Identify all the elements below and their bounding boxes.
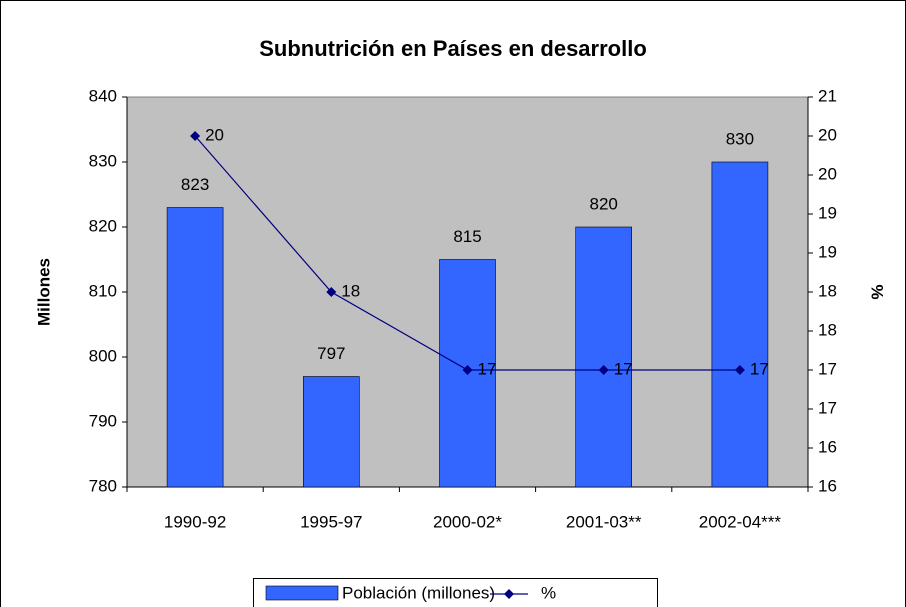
x-tick-label: 2001-03** bbox=[566, 512, 642, 531]
y2-tick-label: 20 bbox=[818, 125, 837, 144]
point bbox=[598, 365, 609, 375]
chart-title: Subnutrición en Países en desarrollo bbox=[259, 36, 647, 61]
y2-tick-label: 19 bbox=[818, 242, 837, 261]
y2-tick-label: 21 bbox=[818, 86, 837, 105]
data-label: 17 bbox=[478, 359, 497, 378]
x-tick-label: 1995-97 bbox=[300, 512, 362, 531]
y-tick-label: 840 bbox=[89, 86, 117, 105]
bar bbox=[302, 376, 360, 488]
x-tick-label: 2000-02* bbox=[433, 512, 502, 531]
point bbox=[326, 287, 337, 297]
y-tick-label: 780 bbox=[89, 476, 117, 495]
data-label: 20 bbox=[205, 125, 224, 144]
data-label: 815 bbox=[453, 227, 481, 246]
y2-axis-label: % bbox=[868, 284, 887, 299]
data-label: 830 bbox=[726, 129, 754, 148]
data-label: 797 bbox=[317, 344, 345, 363]
data-label: 17 bbox=[614, 359, 633, 378]
y2-tick-label: 16 bbox=[818, 476, 837, 495]
y-tick-label: 830 bbox=[89, 151, 117, 170]
x-tick-label: 2002-04*** bbox=[699, 512, 782, 531]
point bbox=[462, 365, 473, 375]
point bbox=[734, 365, 745, 375]
data-label: 17 bbox=[750, 359, 769, 378]
y2-tick-label: 18 bbox=[818, 320, 837, 339]
bar bbox=[166, 207, 224, 488]
y-tick-label: 810 bbox=[89, 281, 117, 300]
y2-tick-label: 19 bbox=[818, 203, 837, 222]
y2-tick-label: 18 bbox=[818, 281, 837, 300]
y2-tick-label: 20 bbox=[818, 164, 837, 183]
y2-tick-label: 17 bbox=[818, 359, 837, 378]
point bbox=[190, 131, 201, 141]
legend-label: % bbox=[541, 583, 556, 602]
legend-swatch bbox=[265, 585, 339, 601]
data-label: 823 bbox=[181, 175, 209, 194]
bar bbox=[711, 161, 769, 488]
y2-tick-label: 17 bbox=[818, 398, 837, 417]
x-tick-label: 1990-92 bbox=[164, 512, 226, 531]
bar bbox=[575, 226, 633, 488]
y2-tick-label: 16 bbox=[818, 437, 837, 456]
data-label: 18 bbox=[341, 281, 360, 300]
y-tick-label: 790 bbox=[89, 411, 117, 430]
data-label: 820 bbox=[590, 194, 618, 213]
legend-marker bbox=[504, 589, 514, 599]
legend-label: Población (millones) bbox=[342, 583, 495, 602]
y-tick-label: 820 bbox=[89, 216, 117, 235]
y-axis-label: Millones bbox=[34, 258, 53, 326]
y-tick-label: 800 bbox=[89, 346, 117, 365]
